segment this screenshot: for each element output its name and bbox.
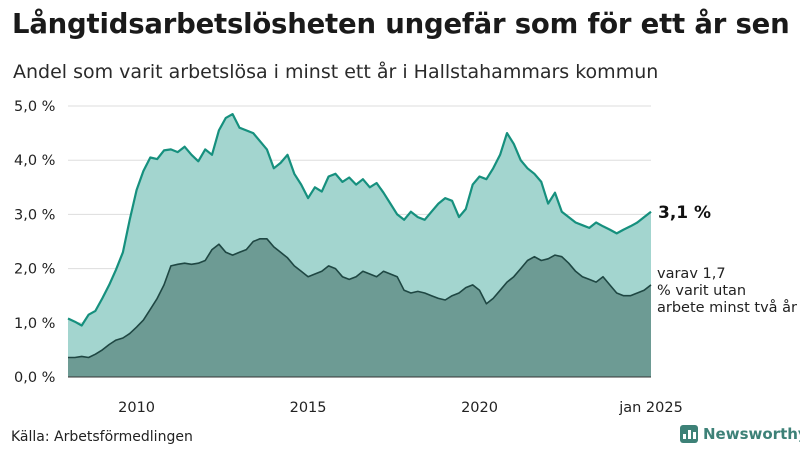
chart-title: Långtidsarbetslösheten ungefär som för e… (12, 8, 790, 40)
y-axis: 0,0 % 1,0 % 2,0 % 3,0 % 4,0 % 5,0 % (14, 99, 55, 386)
series-annotations: 3,1 % varav 1,7% varit utan arbete minst t… (657, 203, 797, 316)
y-tick-label: 5,0 % (14, 99, 55, 115)
y-tick-label: 0,0 % (14, 370, 55, 386)
x-tick-label: jan 2025 (618, 400, 683, 416)
y-tick-label: 2,0 % (14, 262, 55, 278)
series-2-line (68, 238, 652, 359)
x-tick-label: 2010 (118, 400, 155, 416)
series-2-area (68, 238, 651, 377)
series-areas (67, 112, 652, 377)
newsworthy-logo-icon (680, 425, 698, 443)
x-tick-label: 2015 (290, 400, 327, 416)
chart-subtitle: Andel som varit arbetslösa i minst ett å… (13, 61, 659, 83)
series-1-line (67, 112, 652, 327)
x-tick-label: 2020 (461, 400, 498, 416)
series-2-end-label: varav 1,7% varit utan arbete minst två år (657, 266, 797, 316)
x-axis: 2010 2015 2020 jan 2025 (68, 376, 683, 416)
brand-logo: Newsworthy (680, 425, 800, 443)
source-note: Källa: Arbetsförmedlingen (11, 429, 193, 445)
y-tick-label: 3,0 % (14, 207, 55, 223)
y-tick-label: 4,0 % (14, 153, 55, 169)
series-1-end-label: 3,1 % (658, 203, 711, 223)
y-tick-label: 1,0 % (14, 316, 55, 332)
brand-name: Newsworthy (703, 425, 800, 443)
